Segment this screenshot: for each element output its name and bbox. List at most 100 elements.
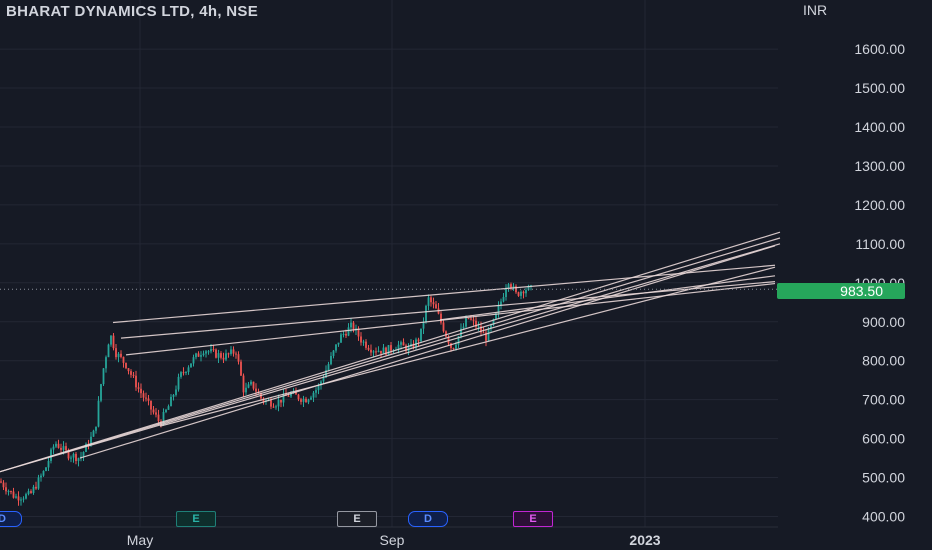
candle-body <box>180 372 182 377</box>
dividend-event-marker[interactable]: D <box>0 511 22 527</box>
price-tick-label: 900.00 <box>862 314 905 330</box>
candle-body <box>125 362 127 369</box>
candle-body <box>350 322 352 328</box>
candle-body <box>95 426 97 431</box>
trendline <box>0 243 781 473</box>
candle-body <box>165 409 167 413</box>
candle-body <box>465 318 467 327</box>
candle-body <box>145 397 147 399</box>
earnings-event-marker[interactable]: E <box>513 511 553 527</box>
candle-body <box>212 349 215 351</box>
dividend-event-marker[interactable]: D <box>408 511 448 527</box>
candle-body <box>317 385 320 391</box>
candle-body <box>432 302 435 305</box>
candle-body <box>65 446 67 451</box>
candle-body <box>365 341 367 348</box>
candle-body <box>332 350 335 356</box>
candle-body <box>202 353 205 356</box>
price-tick-label: 700.00 <box>862 392 905 408</box>
candle-body <box>490 325 492 329</box>
candle-body <box>197 353 200 357</box>
earnings-event-marker[interactable]: E <box>337 511 377 527</box>
candle-body <box>182 372 185 374</box>
candle-body <box>380 350 382 354</box>
candle-body <box>295 391 297 395</box>
price-tick-label: 1100.00 <box>855 236 905 252</box>
trendline-group <box>0 231 781 473</box>
candle-body <box>297 394 300 400</box>
candle-body <box>340 334 342 343</box>
candle-body <box>315 390 317 393</box>
candle-body <box>302 398 305 402</box>
candle-body <box>70 457 72 459</box>
time-tick-label: 2023 <box>629 532 660 548</box>
candle-body <box>382 347 385 354</box>
time-tick-label: Sep <box>380 532 405 548</box>
candle-body <box>327 364 330 371</box>
candle-body <box>155 412 157 415</box>
candle-body <box>142 393 145 398</box>
candle-body <box>192 357 195 364</box>
price-axis[interactable]: 1600.00 1500.00 1400.00 1300.00 1200.00 1100.… <box>854 41 905 524</box>
earnings-event-marker[interactable]: E <box>176 511 216 527</box>
candle-body <box>385 347 387 355</box>
candle-body <box>247 384 250 388</box>
candle-body <box>85 443 87 452</box>
candle-body <box>162 412 165 425</box>
candle-body <box>207 351 210 353</box>
time-axis[interactable]: May Sep 2023 <box>127 532 661 548</box>
candle-body <box>435 304 437 309</box>
price-tick-label: 1200.00 <box>854 197 905 213</box>
candle-body <box>482 332 485 334</box>
candle-body <box>430 297 432 303</box>
candle-body <box>455 344 457 349</box>
candle-body <box>7 491 10 493</box>
price-tick-label: 1300.00 <box>854 158 905 174</box>
candle-body <box>407 346 410 351</box>
candle-body <box>12 491 15 498</box>
candle-body <box>147 398 150 401</box>
candle-body <box>522 291 525 294</box>
candle-body <box>447 336 450 344</box>
price-tick-label: 500.00 <box>862 470 905 486</box>
candle-body <box>22 498 25 500</box>
price-tick-label: 1400.00 <box>854 119 905 135</box>
candle-body <box>352 322 355 331</box>
candle-body <box>62 446 65 450</box>
candle-body <box>37 477 40 489</box>
candle-body <box>270 400 272 407</box>
price-tick-label: 400.00 <box>862 509 905 525</box>
candle-body <box>92 430 95 437</box>
candle-body <box>117 353 120 358</box>
candle-body <box>425 305 427 322</box>
candle-body <box>397 344 400 350</box>
candle-body <box>370 349 372 353</box>
candle-body <box>525 290 527 294</box>
candle-body <box>287 395 290 397</box>
candle-body <box>77 458 80 462</box>
candle-body <box>510 284 512 289</box>
candle-body <box>220 353 222 358</box>
candle-body <box>427 297 430 306</box>
candle-body <box>460 328 462 337</box>
candle-body <box>252 381 255 389</box>
candle-body <box>517 292 520 296</box>
candle-body <box>400 342 402 345</box>
candle-body <box>130 371 132 375</box>
candle-body <box>222 357 225 360</box>
candle-body <box>140 388 142 394</box>
candle-body <box>50 449 52 461</box>
candle-body <box>452 347 455 349</box>
candle-body <box>10 491 12 493</box>
candle-body <box>390 345 392 351</box>
candle-body <box>175 389 177 395</box>
trendline <box>0 237 781 473</box>
candle-body <box>0 481 2 483</box>
price-tick-label: 800.00 <box>862 353 905 369</box>
candle-body <box>15 496 17 498</box>
candle-body <box>462 326 465 329</box>
candle-body <box>27 491 30 495</box>
candle-body <box>362 341 365 343</box>
candle-body <box>5 487 7 492</box>
